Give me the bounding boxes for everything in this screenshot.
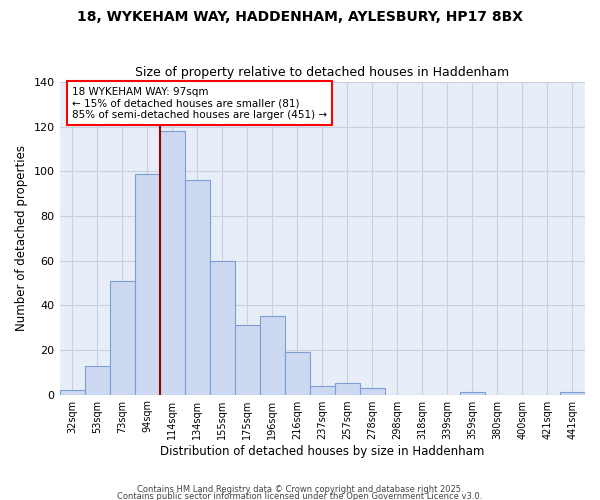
Bar xyxy=(85,366,110,394)
Bar xyxy=(260,316,285,394)
Text: 18 WYKEHAM WAY: 97sqm
← 15% of detached houses are smaller (81)
85% of semi-deta: 18 WYKEHAM WAY: 97sqm ← 15% of detached … xyxy=(72,86,327,120)
X-axis label: Distribution of detached houses by size in Haddenham: Distribution of detached houses by size … xyxy=(160,444,484,458)
Text: Contains public sector information licensed under the Open Government Licence v3: Contains public sector information licen… xyxy=(118,492,482,500)
Bar xyxy=(285,352,310,395)
Bar xyxy=(310,386,335,394)
Bar xyxy=(110,280,134,394)
Bar xyxy=(134,174,160,394)
Bar xyxy=(460,392,485,394)
Bar xyxy=(160,131,185,394)
Bar xyxy=(209,260,235,394)
Bar xyxy=(360,388,385,394)
Title: Size of property relative to detached houses in Haddenham: Size of property relative to detached ho… xyxy=(135,66,509,80)
Text: Contains HM Land Registry data © Crown copyright and database right 2025.: Contains HM Land Registry data © Crown c… xyxy=(137,486,463,494)
Text: 18, WYKEHAM WAY, HADDENHAM, AYLESBURY, HP17 8BX: 18, WYKEHAM WAY, HADDENHAM, AYLESBURY, H… xyxy=(77,10,523,24)
Bar xyxy=(235,326,260,394)
Bar xyxy=(59,390,85,394)
Bar xyxy=(560,392,585,394)
Bar xyxy=(185,180,209,394)
Y-axis label: Number of detached properties: Number of detached properties xyxy=(15,146,28,332)
Bar xyxy=(335,384,360,394)
